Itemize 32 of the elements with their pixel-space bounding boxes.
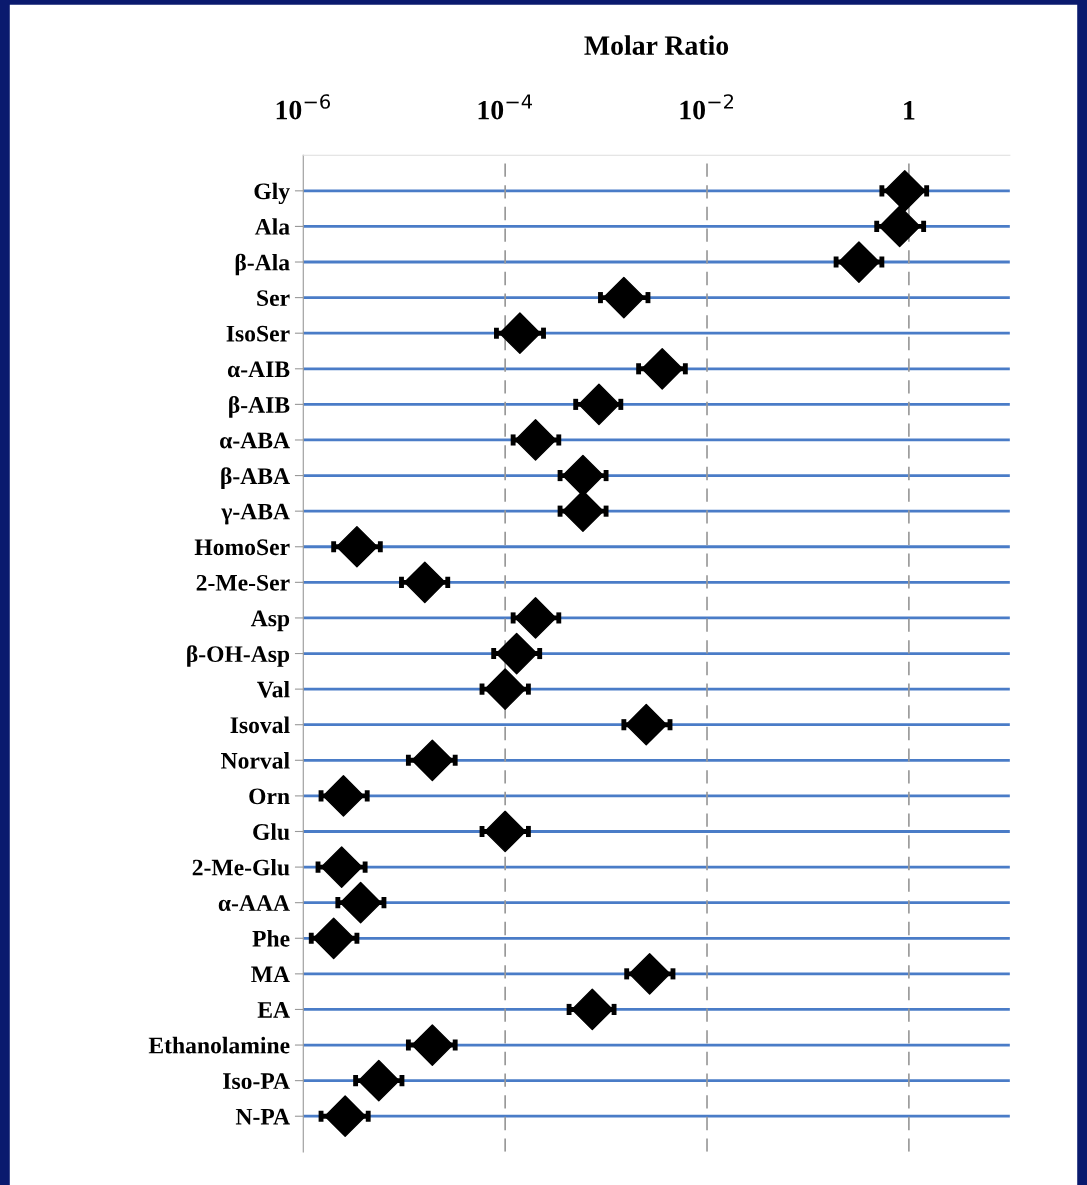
y-tick-label: IsoSer [226, 325, 290, 342]
y-tick-label: N-PA [235, 1108, 290, 1125]
y-tick-label: EA [257, 1002, 290, 1018]
y-tick-label: Orn [249, 788, 290, 805]
y-tick-label: β-AIB [229, 396, 290, 418]
y-tick-label: Glu [253, 823, 290, 840]
y-tick-label: Ser [257, 290, 290, 307]
y-tick-label: HomoSer [194, 539, 290, 556]
y-tick-label: Iso-PA [223, 1073, 290, 1090]
y-tick-label: α-ABA [220, 432, 290, 449]
y-tick-label: 2-Me-Ser [196, 574, 290, 591]
y-tick-label: α-AIB [227, 361, 290, 378]
x-tick-label: 1 [904, 101, 915, 120]
y-tick-label: MA [251, 966, 290, 983]
y-tick-label: Phe [252, 930, 290, 947]
y-tick-label: β-ABA [221, 467, 290, 489]
y-tick-label: Isoval [230, 716, 290, 734]
y-tick-label: Val [257, 680, 290, 698]
y-tick-label: Asp [250, 610, 290, 632]
x-tick-label: 10$^{−6}$ [276, 94, 331, 120]
y-tick-label: Ala [254, 218, 290, 235]
y-tick-label: 2-Me-Glu [192, 858, 290, 876]
x-tick-label: 10$^{−2}$ [680, 94, 734, 120]
y-tick-label: Gly [254, 182, 290, 205]
y-tick-label: Ethanolamine [148, 1036, 290, 1054]
y-tick-label: γ-ABA [221, 503, 290, 525]
y-tick-label: Norval [221, 752, 290, 769]
y-tick-label: β-Ala [235, 253, 290, 276]
chart-title: Molar Ratio [584, 35, 729, 55]
x-tick-label: 10$^{−4}$ [478, 94, 533, 120]
y-tick-label: β-OH-Asp [187, 645, 290, 667]
y-tick-label: α-AAA [218, 895, 290, 912]
